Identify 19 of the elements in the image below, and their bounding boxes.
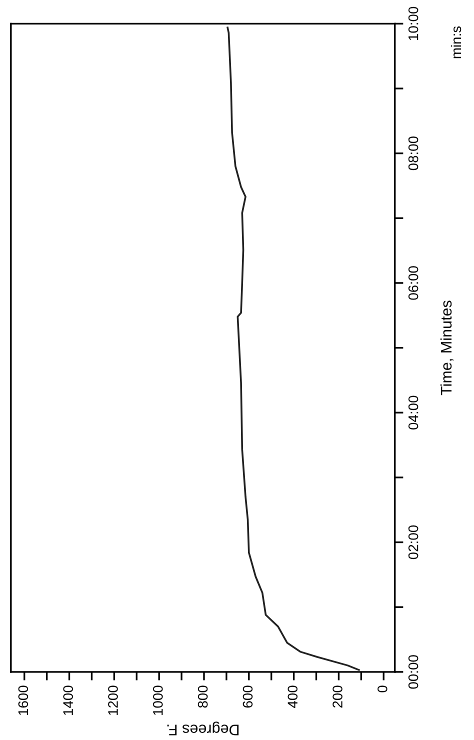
y-tick-label: 10:00 <box>408 6 418 40</box>
x-tick-label: 1000 <box>152 686 163 715</box>
y-tick-label: 00:00 <box>408 655 418 689</box>
line-series <box>226 26 360 671</box>
y-axis-title: Time, Minutes <box>440 300 454 396</box>
x-tick-label: 1400 <box>63 686 74 715</box>
x-tick-label: 1600 <box>18 686 28 715</box>
x-tick-label: 800 <box>198 686 208 708</box>
y-tick-label: 08:00 <box>408 136 418 170</box>
x-tick-label: 400 <box>288 686 298 708</box>
y-tick-label: 06:00 <box>408 266 418 300</box>
x-tick-label: 0 <box>378 686 388 692</box>
x-tick-label: 1200 <box>108 686 118 715</box>
y-tick-label: 02:00 <box>408 525 418 560</box>
y-tick-label: 04:00 <box>408 396 418 430</box>
x-tick-label: 200 <box>332 686 342 708</box>
x-tick-label: 600 <box>242 686 253 708</box>
text: min:s <box>450 26 462 58</box>
x-axis-title: Degrees F. <box>167 722 239 736</box>
